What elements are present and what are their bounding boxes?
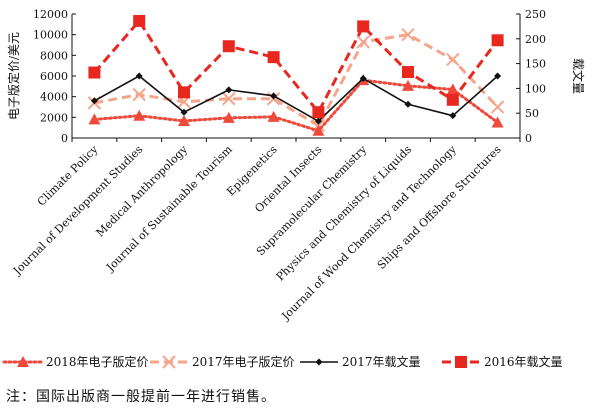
y-right-tick-label: 50 (525, 107, 539, 120)
legend: 2018年电子版定价 2017年电子版定价 2017年载文量 2016年载文量 (2, 354, 563, 369)
legend-item: 2017年载文量 (300, 354, 421, 369)
data-point (133, 14, 146, 27)
y-left-tick-label: 6000 (40, 70, 68, 83)
data-point (490, 100, 505, 114)
data-point (222, 40, 235, 53)
data-point (401, 27, 415, 42)
data-point (446, 83, 459, 95)
data-point (88, 113, 101, 125)
y-left-tick-label: 4000 (40, 91, 68, 104)
data-point (312, 106, 325, 119)
legend-marker (455, 356, 467, 368)
series-3 (88, 14, 504, 119)
data-point (357, 20, 370, 33)
data-point (402, 79, 414, 91)
data-point (222, 111, 235, 123)
series-line (93, 19, 499, 114)
legend-label: 2018年电子版定价 (46, 354, 149, 369)
data-point (178, 86, 190, 99)
data-point (359, 74, 367, 82)
legend-marker (315, 358, 323, 366)
legend-item: 2016年载文量 (442, 354, 563, 369)
legend-label: 2016年载文量 (484, 354, 563, 369)
data-point (404, 100, 412, 108)
legend-marker (162, 355, 176, 369)
y-left-title: 电子版定价/美元 (6, 32, 21, 120)
legend-item: 2017年电子版定价 (150, 354, 295, 369)
data-point (446, 93, 459, 106)
y-right-tick-label: 0 (525, 132, 532, 145)
series-2 (90, 72, 502, 125)
data-point (178, 114, 190, 126)
data-point (270, 92, 278, 100)
category-label: Medical Anthropology (94, 142, 191, 239)
y-right-tick-label: 100 (525, 82, 546, 95)
y-left-tick-label: 12000 (33, 8, 68, 21)
data-point (133, 109, 146, 121)
data-point (491, 116, 504, 128)
series-line (94, 33, 499, 128)
series-line (94, 75, 499, 122)
axes: 0 2000 4000 6000 8000 10000 12000 0 50 100 150 200 2… (6, 8, 586, 145)
data-point (312, 124, 325, 136)
legend-marker (17, 356, 29, 367)
footnote: 注：国际出版商一般提前一年进行销售。 (6, 389, 276, 405)
data-point (132, 87, 146, 102)
y-right-title: 载文量 (571, 58, 586, 94)
data-point (267, 51, 280, 64)
y-right-tick-label: 150 (525, 58, 546, 71)
data-point (88, 66, 101, 79)
data-point (494, 72, 502, 80)
data-point (90, 97, 98, 105)
data-point (267, 110, 280, 122)
legend-label: 2017年电子版定价 (192, 354, 295, 369)
series-layer (87, 14, 505, 136)
y-left-tick-label: 2000 (40, 111, 68, 124)
data-point (449, 112, 457, 120)
legend-label: 2017年载文量 (342, 354, 421, 369)
data-point (402, 66, 414, 79)
data-point (222, 92, 236, 106)
y-left-tick-label: 0 (61, 132, 68, 145)
y-left-tick-label: 10000 (33, 29, 68, 42)
data-point (225, 86, 233, 94)
y-right-tick-label: 200 (525, 33, 546, 46)
data-point (491, 34, 504, 47)
data-point (314, 117, 322, 125)
data-point (356, 35, 370, 49)
data-point (135, 72, 143, 80)
y-right-tick-label: 250 (525, 8, 546, 21)
data-point (180, 108, 188, 116)
data-point (446, 52, 460, 67)
y-left-tick-label: 8000 (40, 49, 68, 62)
legend-item: 2018年电子版定价 (2, 354, 149, 369)
